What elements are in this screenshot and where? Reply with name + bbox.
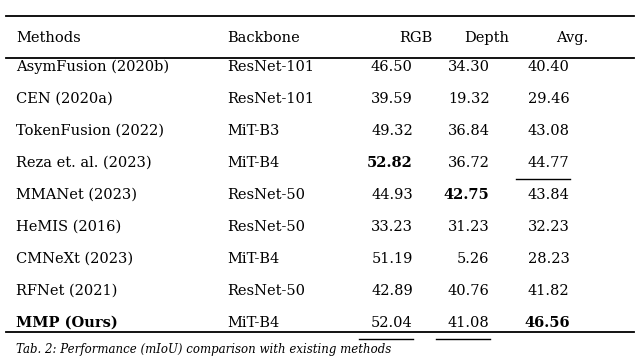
Text: 41.08: 41.08 (448, 316, 490, 330)
Text: 31.23: 31.23 (448, 220, 490, 234)
Text: ResNet-50: ResNet-50 (227, 188, 305, 202)
Text: 49.32: 49.32 (371, 124, 413, 138)
Text: Depth: Depth (464, 31, 509, 45)
Text: 46.50: 46.50 (371, 60, 413, 74)
Text: 52.82: 52.82 (367, 156, 413, 170)
Text: 28.23: 28.23 (528, 252, 570, 266)
Text: 5.26: 5.26 (457, 252, 490, 266)
Text: MMANet (2023): MMANet (2023) (16, 188, 137, 202)
Text: 42.75: 42.75 (444, 188, 490, 202)
Text: 44.93: 44.93 (371, 188, 413, 202)
Text: 43.08: 43.08 (527, 124, 570, 138)
Text: 29.46: 29.46 (528, 92, 570, 106)
Text: MiT-B4: MiT-B4 (227, 156, 280, 170)
Text: 40.76: 40.76 (448, 284, 490, 298)
Text: 46.56: 46.56 (524, 316, 570, 330)
Text: CEN (2020a): CEN (2020a) (16, 92, 113, 106)
Text: Methods: Methods (16, 31, 81, 45)
Text: 44.77: 44.77 (528, 156, 570, 170)
Text: MiT-B3: MiT-B3 (227, 124, 280, 138)
Text: MiT-B4: MiT-B4 (227, 316, 280, 330)
Text: 19.32: 19.32 (448, 92, 490, 106)
Text: MMP (Ours): MMP (Ours) (16, 316, 118, 330)
Text: 52.04: 52.04 (371, 316, 413, 330)
Text: 42.89: 42.89 (371, 284, 413, 298)
Text: CMNeXt (2023): CMNeXt (2023) (16, 252, 133, 266)
Text: Tab. 2: Performance (mIoU) comparison with existing methods: Tab. 2: Performance (mIoU) comparison wi… (16, 343, 391, 356)
Text: 40.40: 40.40 (528, 60, 570, 74)
Text: Reza et. al. (2023): Reza et. al. (2023) (16, 156, 152, 170)
Text: 36.84: 36.84 (447, 124, 490, 138)
Text: 34.30: 34.30 (447, 60, 490, 74)
Text: RGB: RGB (399, 31, 432, 45)
Text: ResNet-101: ResNet-101 (227, 92, 314, 106)
Text: Backbone: Backbone (227, 31, 300, 45)
Text: MiT-B4: MiT-B4 (227, 252, 280, 266)
Text: HeMIS (2016): HeMIS (2016) (16, 220, 121, 234)
Text: ResNet-101: ResNet-101 (227, 60, 314, 74)
Text: 39.59: 39.59 (371, 92, 413, 106)
Text: 51.19: 51.19 (371, 252, 413, 266)
Text: ResNet-50: ResNet-50 (227, 284, 305, 298)
Text: AsymFusion (2020b): AsymFusion (2020b) (16, 60, 169, 74)
Text: 32.23: 32.23 (528, 220, 570, 234)
Text: Avg.: Avg. (557, 31, 589, 45)
Text: RFNet (2021): RFNet (2021) (16, 284, 117, 298)
Text: ResNet-50: ResNet-50 (227, 220, 305, 234)
Text: 36.72: 36.72 (448, 156, 490, 170)
Text: 41.82: 41.82 (528, 284, 570, 298)
Text: TokenFusion (2022): TokenFusion (2022) (16, 124, 164, 138)
Text: 33.23: 33.23 (371, 220, 413, 234)
Text: 43.84: 43.84 (528, 188, 570, 202)
